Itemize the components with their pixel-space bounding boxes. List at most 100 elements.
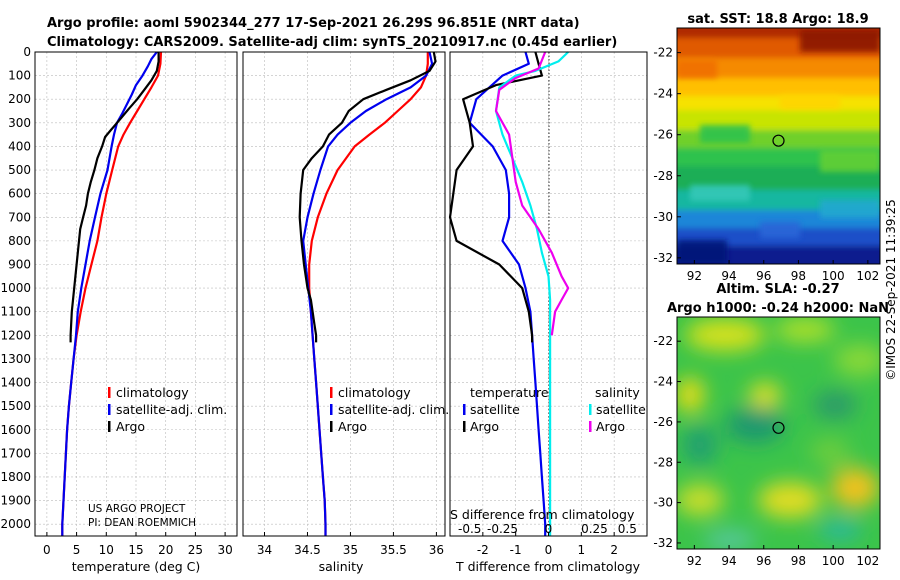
series-satellite-adj-clim- [61, 51, 158, 536]
x-tick-label: 35 [343, 543, 358, 557]
y-tick-label: 600 [8, 187, 31, 201]
y-tick-label: 1000 [0, 281, 31, 295]
legend-satellite: satellite-adj. clim. [338, 402, 449, 417]
legend-argo: Argo [338, 419, 367, 434]
imos-timestamp: ©IMOS 22-Sep-2021 11:39:25 [884, 199, 898, 381]
lat-tick-label: -28 [653, 169, 673, 183]
y-tick-label: 1700 [0, 446, 31, 460]
legend-swatch-s-satellite [589, 404, 592, 415]
y-tick-label: 0 [23, 45, 31, 59]
x-tick-label: -2 [477, 543, 489, 557]
legend-salinity-header: salinity [595, 385, 640, 400]
lat-tick-label: -24 [653, 87, 673, 101]
y-tick-label: 1300 [0, 352, 31, 366]
credit-line-1: US ARGO PROJECT [88, 503, 186, 515]
y-tick-label: 1200 [0, 328, 31, 342]
s-diff-tick-label: -0.25 [487, 522, 518, 536]
difference-lines [448, 51, 570, 536]
x-tick-label: 1 [578, 543, 586, 557]
y-tick-label: 1800 [0, 470, 31, 484]
y-tick-label: 400 [8, 139, 31, 153]
lat-tick-label: -26 [653, 415, 673, 429]
x-tick-label: 35.5 [380, 543, 407, 557]
sst-map-panel: sat. SST: 18.8 Argo: 18.9 [653, 12, 881, 283]
sla-anomalies [677, 318, 880, 549]
x-tick-label: 30 [217, 543, 232, 557]
temperature-legend: climatology satellite-adj. clim. Argo [108, 385, 227, 434]
legend-argo: Argo [116, 419, 145, 434]
series-climatology [61, 51, 163, 536]
series-s-satellite [494, 51, 569, 536]
s-difference-label: S difference from climatology [450, 507, 635, 522]
legend-swatch-climatology [108, 387, 111, 398]
x-tick-label: 20 [158, 543, 173, 557]
legend-temperature-header: temperature [470, 385, 549, 400]
legend-swatch-t-satellite [463, 404, 466, 415]
sla-lon-ticks: 92 94 96 98 100 102 [687, 545, 879, 568]
temperature-x-ticks: 0 5 10 15 20 25 30 [43, 532, 233, 557]
lat-tick-label: -28 [653, 455, 673, 469]
lon-tick-label: 102 [856, 554, 879, 568]
salinity-panel: 34 34.5 35 35.5 36 salinity climatology sate… [242, 51, 449, 574]
y-tick-label: 500 [8, 163, 31, 177]
y-tick-label: 1100 [0, 305, 31, 319]
salinity-legend: climatology satellite-adj. clim. Argo [330, 385, 449, 434]
x-tick-label: 0 [545, 543, 553, 557]
difference-legend: temperature salinity satellite Argo sate… [463, 385, 646, 434]
legend-t-argo: Argo [470, 419, 499, 434]
x-tick-label: 2 [610, 543, 618, 557]
y-tick-label: 1500 [0, 399, 31, 413]
legend-swatch-s-argo [589, 421, 592, 432]
lon-tick-label: 102 [856, 269, 879, 283]
sla-subtitle: Argo h1000: -0.24 h2000: NaN [667, 301, 889, 316]
x-tick-label: 25 [188, 543, 203, 557]
lon-tick-label: 94 [721, 554, 736, 568]
sla-title: Altim. SLA: -0.27 [716, 282, 839, 297]
legend-swatch-satellite [330, 404, 333, 415]
sst-lon-ticks: 92 94 96 98 100 102 [687, 260, 879, 283]
y-tick-label: 300 [8, 116, 31, 130]
sla-map-panel: Altim. SLA: -0.27 Argo h1000: -0.24 h200… [653, 282, 889, 568]
sst-title: sat. SST: 18.8 Argo: 18.9 [687, 12, 868, 27]
sla-lat-ticks: -22 -24 -26 -28 -30 -32 [653, 334, 681, 550]
salinity-x-ticks: 34 34.5 35 35.5 36 [257, 532, 444, 557]
x-tick-label: 10 [99, 543, 114, 557]
credit-line-2: PI: DEAN ROEMMICH [88, 517, 196, 529]
y-tick-label: 700 [8, 210, 31, 224]
sst-patches [677, 30, 880, 264]
lon-tick-label: 98 [791, 554, 806, 568]
y-tick-label: 200 [8, 92, 31, 106]
temperature-panel: 0 5 10 15 20 25 30 0 100 200 300 400 500 600 700 800 90… [0, 45, 238, 574]
legend-swatch-argo [108, 421, 111, 432]
lon-tick-label: 94 [721, 269, 736, 283]
difference-grid [450, 51, 647, 536]
y-tick-label: 800 [8, 234, 31, 248]
s-diff-tick-label: 0.5 [618, 522, 637, 536]
legend-swatch-argo [330, 421, 333, 432]
lon-tick-label: 96 [756, 554, 771, 568]
x-tick-label: 15 [128, 543, 143, 557]
legend-climatology: climatology [116, 385, 189, 400]
series-satellite-adj-clim- [302, 51, 434, 536]
temperature-x-label: temperature (deg C) [72, 559, 201, 574]
lon-tick-label: 100 [822, 554, 845, 568]
difference-panel: -2 -1 0 1 2 -0.5 -0.25 0 0.25 0.5 S difference f… [448, 51, 648, 574]
series-climatology [308, 52, 429, 536]
x-tick-label: 0 [43, 543, 51, 557]
sla-axes-box [676, 316, 881, 550]
s-diff-tick-label: 0.25 [581, 522, 608, 536]
lat-tick-label: -26 [653, 128, 673, 142]
lat-tick-label: -22 [653, 46, 673, 60]
legend-swatch-climatology [330, 387, 333, 398]
y-tick-label: 1600 [0, 423, 31, 437]
lat-tick-label: -30 [653, 496, 673, 510]
argo-position-marker [772, 421, 785, 434]
legend-swatch-t-argo [463, 421, 466, 432]
series-argo [69, 52, 160, 343]
x-tick-label: 5 [73, 543, 81, 557]
salinity-axes-box [242, 51, 446, 537]
lat-tick-label: -24 [653, 375, 673, 389]
sst-field [677, 28, 880, 264]
legend-s-satellite: satellite [596, 402, 646, 417]
